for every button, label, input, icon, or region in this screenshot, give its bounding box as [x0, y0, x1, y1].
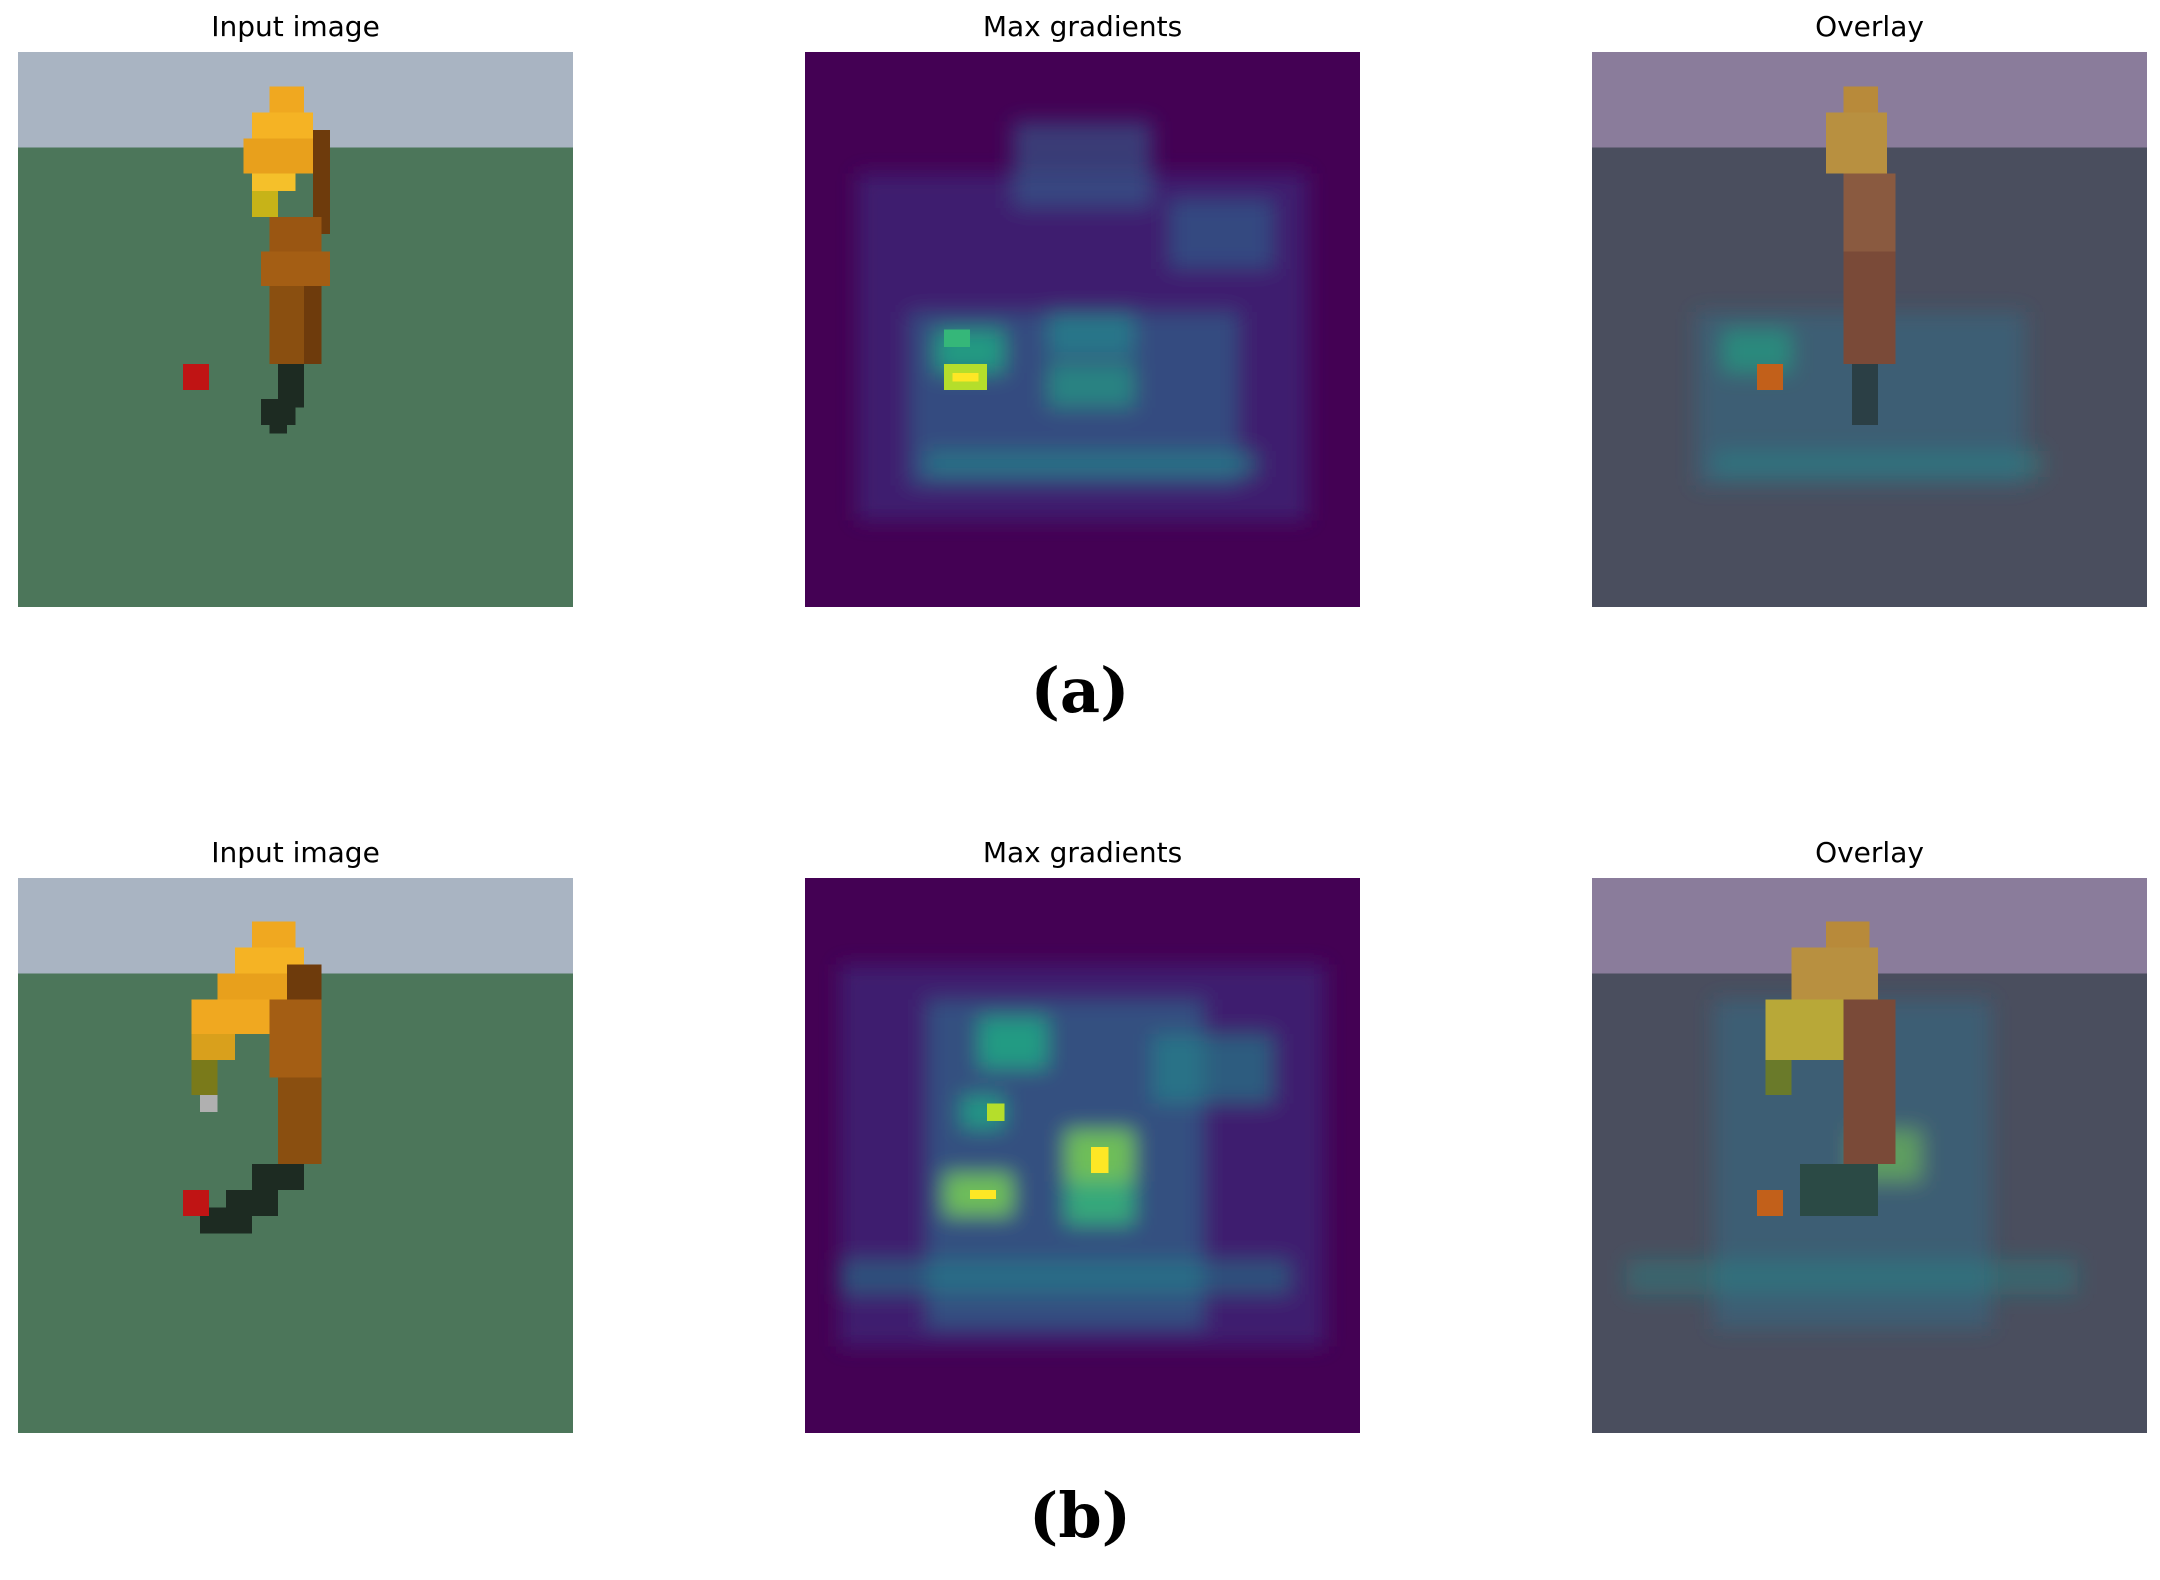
panel-title-b-input: Input image: [211, 836, 380, 869]
input-image-b: [18, 878, 573, 1433]
panel-title-a-gradients: Max gradients: [982, 10, 1183, 43]
row-caption-a: (a): [1030, 654, 1130, 727]
overlay-a: [1592, 52, 2147, 607]
max-gradients-b: [805, 878, 1360, 1433]
panel-title-b-gradients: Max gradients: [982, 836, 1183, 869]
input-image-a: [18, 52, 573, 607]
overlay-b: [1592, 878, 2147, 1433]
panel-title-b-overlay: Overlay: [1815, 836, 1924, 869]
panel-title-a-overlay: Overlay: [1815, 10, 1924, 43]
max-gradients-a: [805, 52, 1360, 607]
row-caption-b: (b): [1028, 1479, 1132, 1552]
panel-title-a-input: Input image: [211, 10, 380, 43]
